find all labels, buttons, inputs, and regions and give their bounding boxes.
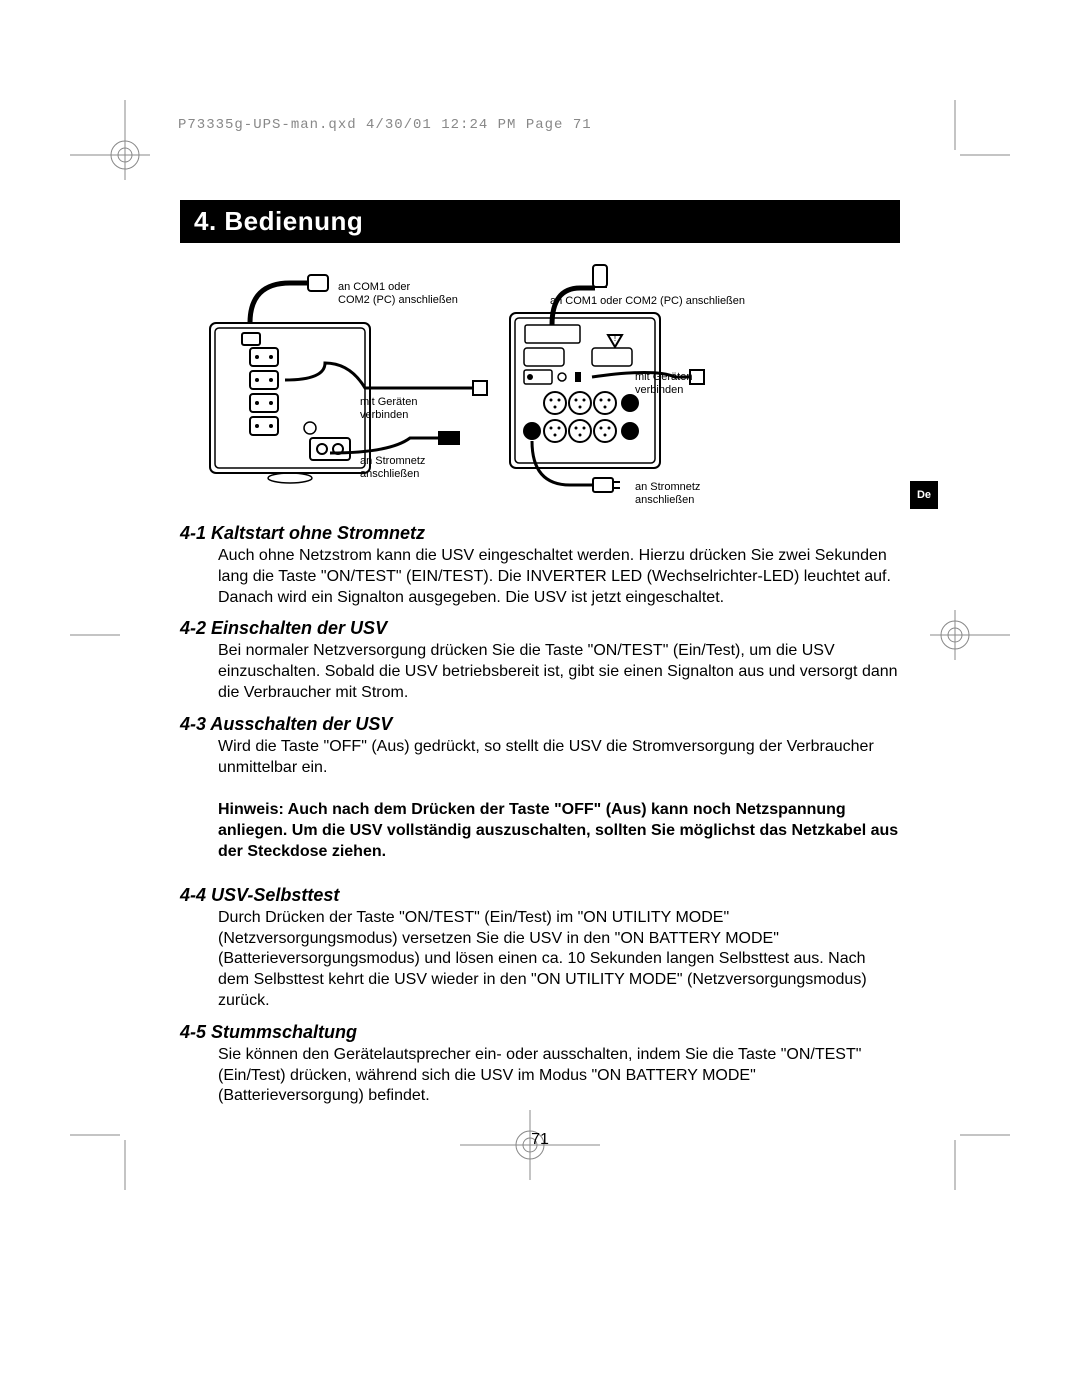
section-4-5-body: Sie können den Gerätelautsprecher ein- o… — [218, 1045, 900, 1107]
d2-com-label: an COM1 oder COM2 (PC) anschließen — [550, 295, 745, 308]
section-4-3-title: 4-3 Ausschalten der USV — [180, 714, 900, 735]
svg-text:!: ! — [614, 333, 617, 343]
section-4-2-title: 4-2 Einschalten der USV — [180, 618, 900, 639]
section-4-1-title: 4-1 Kaltstart ohne Stromnetz — [180, 523, 900, 544]
d1-dev-label: mit Geräten verbinden — [360, 396, 417, 422]
diagrams: an COM1 oder COM2 (PC) anschließen mit G… — [180, 263, 900, 513]
section-4-2-body: Bei normaler Netzversorgung drücken Sie … — [218, 641, 900, 703]
crop-mark-mid-left — [70, 580, 180, 690]
section-4-5-title: 4-5 Stummschaltung — [180, 1022, 900, 1043]
d1-power-label: an Stromnetz anschließen — [360, 455, 425, 481]
content-area: 4. Bedienung — [180, 200, 900, 1149]
crop-mark-bottom-right — [900, 1080, 1010, 1190]
section-4-3-note: Hinweis: Auch nach dem Drücken der Taste… — [218, 800, 900, 862]
section-4-4-body: Durch Drücken der Taste "ON/TEST" (Ein/T… — [218, 908, 900, 1012]
page-number: 71 — [180, 1131, 900, 1149]
section-4-4-title: 4-4 USV-Selbsttest — [180, 885, 900, 906]
crop-mark-top-right — [900, 100, 1010, 210]
language-tab: De — [910, 481, 938, 509]
crop-mark-top-left — [70, 100, 180, 210]
d1-com-label: an COM1 oder COM2 (PC) anschließen — [338, 281, 458, 307]
section-4-3-body: Wird die Taste "OFF" (Aus) gedrückt, so … — [218, 737, 900, 779]
section-4-1-body: Auch ohne Netzstrom kann die USV eingesc… — [218, 546, 900, 608]
crop-mark-mid-right — [900, 580, 1010, 690]
d2-dev-label: mit Geräten verbinden — [635, 371, 692, 397]
page: P73335g-UPS-man.qxd 4/30/01 12:24 PM Pag… — [0, 0, 1080, 1397]
print-header: P73335g-UPS-man.qxd 4/30/01 12:24 PM Pag… — [178, 117, 592, 133]
chapter-title: 4. Bedienung — [180, 200, 900, 243]
d2-power-label: an Stromnetz anschließen — [635, 481, 700, 507]
crop-mark-bottom-left — [70, 1080, 180, 1190]
